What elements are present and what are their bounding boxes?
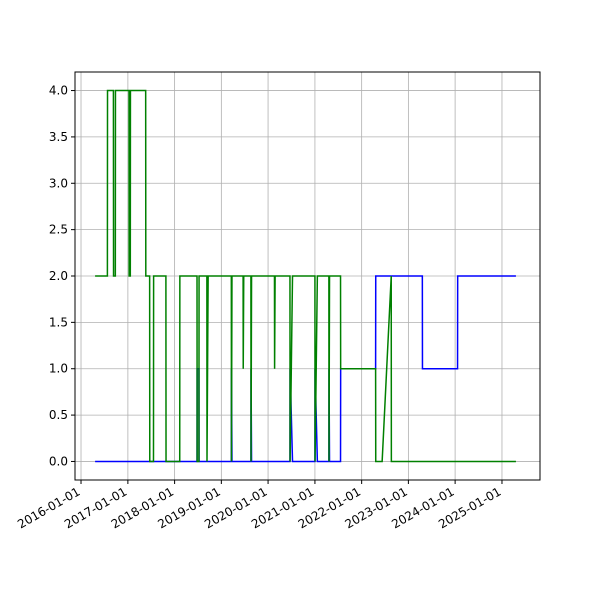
y-tick-label: 1.0	[49, 362, 68, 376]
y-tick-label: 0.0	[49, 454, 68, 468]
y-tick-label: 2.5	[49, 223, 68, 237]
y-tick-label: 3.5	[49, 130, 68, 144]
series-line	[95, 89, 516, 463]
y-tick-label: 0.5	[49, 408, 68, 422]
y-tick-label: 4.0	[49, 84, 68, 98]
plot-frame	[74, 71, 541, 481]
y-tick-label: 2.0	[49, 269, 68, 283]
y-tick-label: 3.0	[49, 176, 68, 190]
y-tick-label: 1.5	[49, 315, 68, 329]
